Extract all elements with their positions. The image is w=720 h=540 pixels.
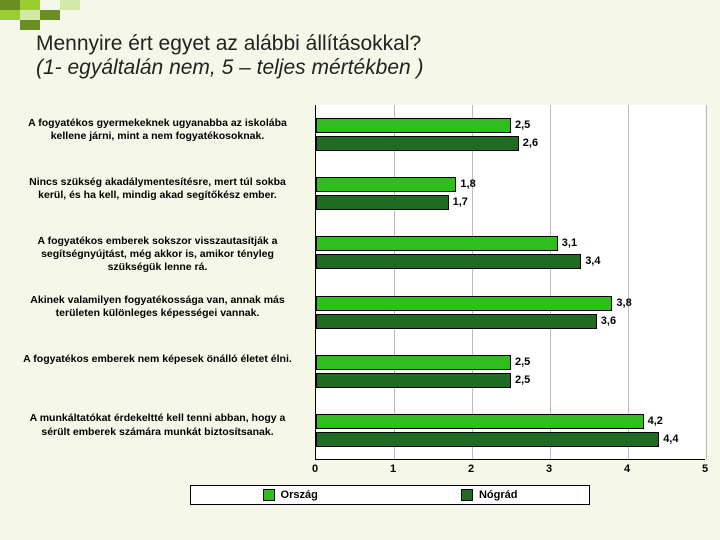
bar-value-orszag: 3,1 <box>562 237 577 249</box>
bar-value-nograd: 1,7 <box>453 196 468 208</box>
x-tick-label: 2 <box>468 463 474 475</box>
legend-label-orszag: Ország <box>281 489 318 501</box>
bar-value-nograd: 3,6 <box>601 315 616 327</box>
bar-group: 3,83,6 <box>316 283 705 342</box>
x-tick-label: 5 <box>702 463 708 475</box>
x-tick-label: 3 <box>546 463 552 475</box>
legend: Ország Nógrád <box>190 485 590 505</box>
bar-orszag <box>316 296 612 311</box>
category-label: A fogyatékos emberek nem képesek önálló … <box>10 353 305 366</box>
bar-nograd <box>316 373 511 388</box>
bar-orszag <box>316 118 511 133</box>
category-label: Akinek valamilyen fogyatékossága van, an… <box>10 294 305 320</box>
bar-nograd <box>316 314 597 329</box>
bar-value-nograd: 2,6 <box>523 137 538 149</box>
legend-item-orszag: Ország <box>263 489 318 501</box>
legend-label-nograd: Nógrád <box>479 489 518 501</box>
x-tick-label: 1 <box>390 463 396 475</box>
category-label: A munkáltatókat érdekeltté kell tenni ab… <box>10 412 305 438</box>
bar-nograd <box>316 136 519 151</box>
corner-decoration <box>0 0 140 30</box>
bar-value-orszag: 3,8 <box>616 297 631 309</box>
bar-group: 2,5 2,6 <box>316 105 705 164</box>
category-label: Nincs szükség akadálymentesítésre, mert … <box>10 176 305 202</box>
bar-value-orszag: 4,2 <box>648 415 663 427</box>
bar-nograd <box>316 195 449 210</box>
x-tick-label: 4 <box>624 463 630 475</box>
chart-container: 2,5 2,6 1,8 1,7 3,1 3,4 3,83,6 2,5 2,5 4,24,4 A f… <box>10 105 710 505</box>
bar-group: 2,5 2,5 <box>316 342 705 401</box>
bar-value-nograd: 3,4 <box>585 255 600 267</box>
title-line-2: (1- egyáltalán nem, 5 – teljes mértékben… <box>36 56 424 80</box>
bar-nograd <box>316 254 581 269</box>
page-title: Mennyire ért egyet az alábbi állításokka… <box>36 32 424 80</box>
category-label: A fogyatékos emberek sokszor visszautasí… <box>10 235 305 274</box>
bar-orszag <box>316 414 644 429</box>
bar-orszag <box>316 177 456 192</box>
bar-group: 1,8 1,7 <box>316 164 705 223</box>
bar-group: 3,1 3,4 <box>316 223 705 282</box>
bar-orszag <box>316 236 558 251</box>
bar-value-nograd: 4,4 <box>663 433 678 445</box>
bar-value-orszag: 2,5 <box>515 356 530 368</box>
bar-value-nograd: 2,5 <box>515 374 530 386</box>
legend-item-nograd: Nógrád <box>461 489 518 501</box>
x-tick-label: 0 <box>312 463 318 475</box>
bar-nograd <box>316 432 659 447</box>
legend-swatch-nograd <box>461 489 473 501</box>
legend-swatch-orszag <box>263 489 275 501</box>
plot-region: 2,5 2,6 1,8 1,7 3,1 3,4 3,83,6 2,5 2,5 4,24,4 <box>315 105 705 460</box>
bar-orszag <box>316 355 511 370</box>
bar-value-orszag: 2,5 <box>515 119 530 131</box>
x-axis-labels: 0 1 2 3 4 5 <box>315 463 705 479</box>
category-label: A fogyatékos gyermekeknek ugyanabba az i… <box>10 117 305 143</box>
bar-group: 4,24,4 <box>316 401 705 460</box>
bar-value-orszag: 1,8 <box>460 178 475 190</box>
gridline <box>706 105 707 459</box>
title-line-1: Mennyire ért egyet az alábbi állításokka… <box>36 32 424 56</box>
